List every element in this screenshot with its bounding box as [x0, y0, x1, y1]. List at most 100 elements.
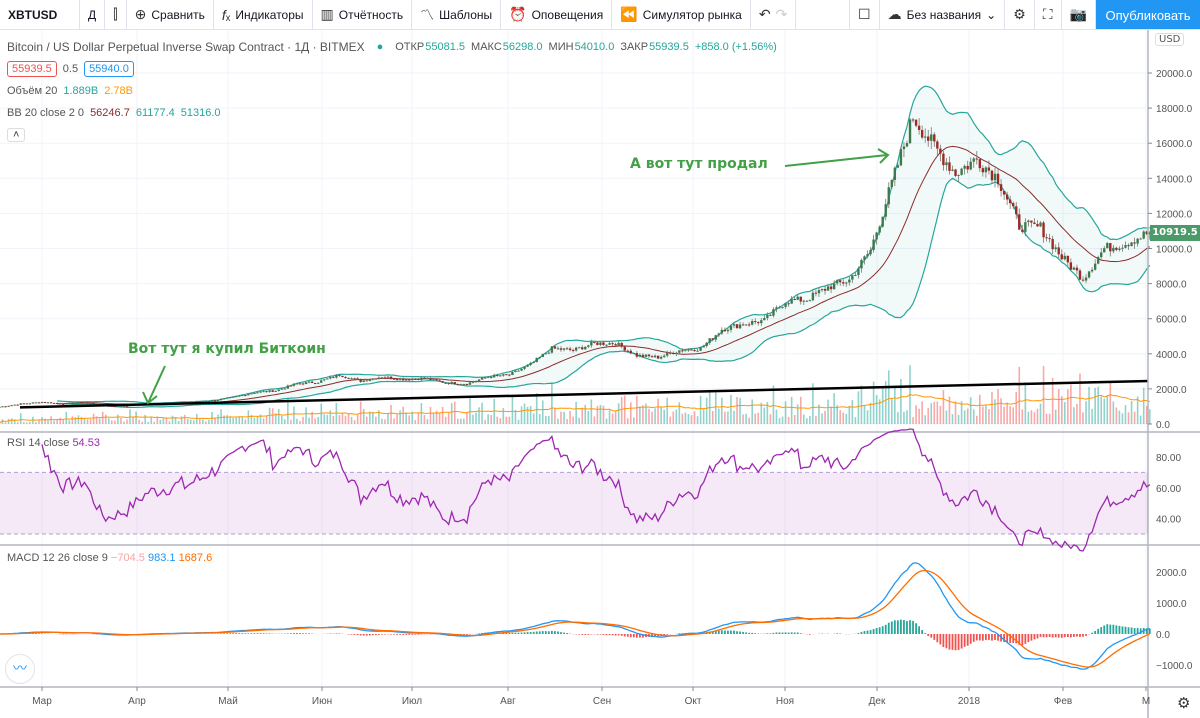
collapse-legend-button[interactable]: ˄ [7, 128, 26, 142]
macd-histogram-bar [544, 631, 547, 634]
candle-body [669, 352, 672, 354]
candle-body [523, 366, 526, 369]
rsi-band [0, 472, 1148, 534]
redo-icon[interactable]: ↷ [775, 6, 788, 22]
volume-bar [842, 412, 845, 424]
volume-bar [623, 395, 626, 424]
volume-bar [1139, 415, 1142, 424]
macd-histogram-bar [41, 633, 43, 634]
layout-name-dropdown[interactable]: ☁ Без названия ⌄ [880, 0, 1006, 29]
macd-histogram-bar [887, 622, 890, 634]
macd-histogram-bar [1076, 634, 1078, 637]
volume-bar [1006, 402, 1008, 424]
macd-histogram-bar [1051, 634, 1054, 638]
time-tick-label: Авг [500, 696, 516, 707]
macd-histogram-bar [1145, 628, 1148, 634]
alerts-button[interactable]: ⏰ Оповещения [501, 0, 613, 29]
candle-body [225, 397, 229, 399]
templates-button[interactable]: 〽 Шаблоны [412, 0, 502, 29]
volume-bar [214, 417, 216, 424]
macd-histogram-bar [772, 632, 775, 634]
screenshot-button[interactable]: 📷 [1062, 0, 1096, 29]
volume-bar [1106, 395, 1109, 424]
candle-body [277, 389, 280, 391]
tradingview-logo-icon[interactable]: 〰 [5, 654, 35, 684]
fullscreen-button[interactable]: ⛶ [1035, 0, 1062, 29]
buy-price-button[interactable]: 55940.0 [84, 61, 134, 77]
candle-body [1063, 255, 1066, 260]
candle-body [775, 307, 778, 310]
axis-settings-gear-icon[interactable]: ⚙ [1177, 694, 1191, 712]
volume-bar [730, 395, 732, 424]
volume-bar [1136, 396, 1139, 424]
volume-bar [751, 399, 753, 424]
candle-body [626, 350, 629, 352]
volume-bar [208, 419, 210, 424]
currency-label[interactable]: USD [1155, 33, 1185, 46]
macd-histogram-bar [353, 634, 356, 635]
macd-histogram-bar [951, 634, 954, 650]
macd-histogram-bar [1091, 632, 1094, 634]
volume-bar [1030, 410, 1033, 424]
macd-histogram-bar [1003, 634, 1005, 643]
candle-body [335, 374, 338, 378]
volume-bar [684, 412, 687, 424]
volume-bar [1036, 408, 1039, 424]
candle-body [544, 353, 548, 355]
publish-button[interactable]: Опубликовать [1096, 0, 1200, 29]
candle-body [902, 146, 906, 150]
symbol-search[interactable]: XBTUSD [0, 0, 80, 29]
volume-bar [881, 387, 884, 424]
settings-button[interactable]: ⚙ [1005, 0, 1035, 29]
volume-bar [153, 421, 156, 424]
volume-bar [29, 422, 31, 424]
candle-body [465, 383, 469, 385]
volume-bar [86, 419, 89, 424]
compare-button[interactable]: ⊕ Сравнить [127, 0, 214, 29]
volume-bar [548, 415, 550, 424]
candle-body [532, 361, 535, 363]
candle-body [814, 292, 818, 294]
interval-button[interactable]: Д [80, 0, 106, 29]
chart-type-button[interactable]: ⫿ [105, 0, 127, 29]
volume-bar [393, 418, 395, 424]
volume-bar [229, 417, 231, 424]
candle-body [28, 403, 32, 405]
annotation-sold[interactable]: А вот тут продал [630, 156, 768, 172]
candle-body [10, 405, 13, 407]
price-tick-label: 8000.0 [1156, 280, 1187, 291]
candle-body [617, 342, 620, 346]
layout-select-button[interactable]: ☐ [849, 0, 880, 29]
candle-body [878, 226, 881, 233]
annotation-bought[interactable]: Вот тут я купил Биткоин [128, 341, 326, 357]
volume-bar [802, 414, 805, 424]
candle-body [1012, 203, 1015, 207]
undo-icon[interactable]: ↶ [758, 6, 771, 22]
volume-bar [551, 382, 553, 424]
macd-histogram-bar [514, 632, 517, 634]
indicators-button[interactable]: fₓ Индикаторы [214, 0, 313, 29]
macd-histogram-bar [988, 634, 990, 640]
macd-histogram-bar [1097, 628, 1100, 634]
candle-body [936, 141, 939, 149]
candle-body [535, 357, 538, 362]
macd-histogram-bar [1057, 634, 1060, 638]
macd-histogram-bar [405, 634, 408, 635]
volume-bar [954, 401, 957, 424]
candle-body [1057, 247, 1060, 255]
candle-body [835, 280, 839, 284]
replay-button[interactable]: ⏪ Симулятор рынка [612, 0, 751, 29]
candle-body [392, 378, 396, 380]
candle-body [969, 161, 972, 170]
candle-body [316, 382, 320, 384]
reports-button[interactable]: ▥ Отчётность [313, 0, 413, 29]
macd-histogram-bar [529, 631, 532, 634]
sell-price-button[interactable]: 55939.5 [7, 61, 57, 77]
candle-body [577, 347, 581, 349]
volume-bar [669, 416, 672, 424]
candle-body [338, 374, 341, 376]
candle-body [538, 357, 541, 359]
volume-bar [736, 397, 738, 424]
candle-body [629, 350, 632, 354]
